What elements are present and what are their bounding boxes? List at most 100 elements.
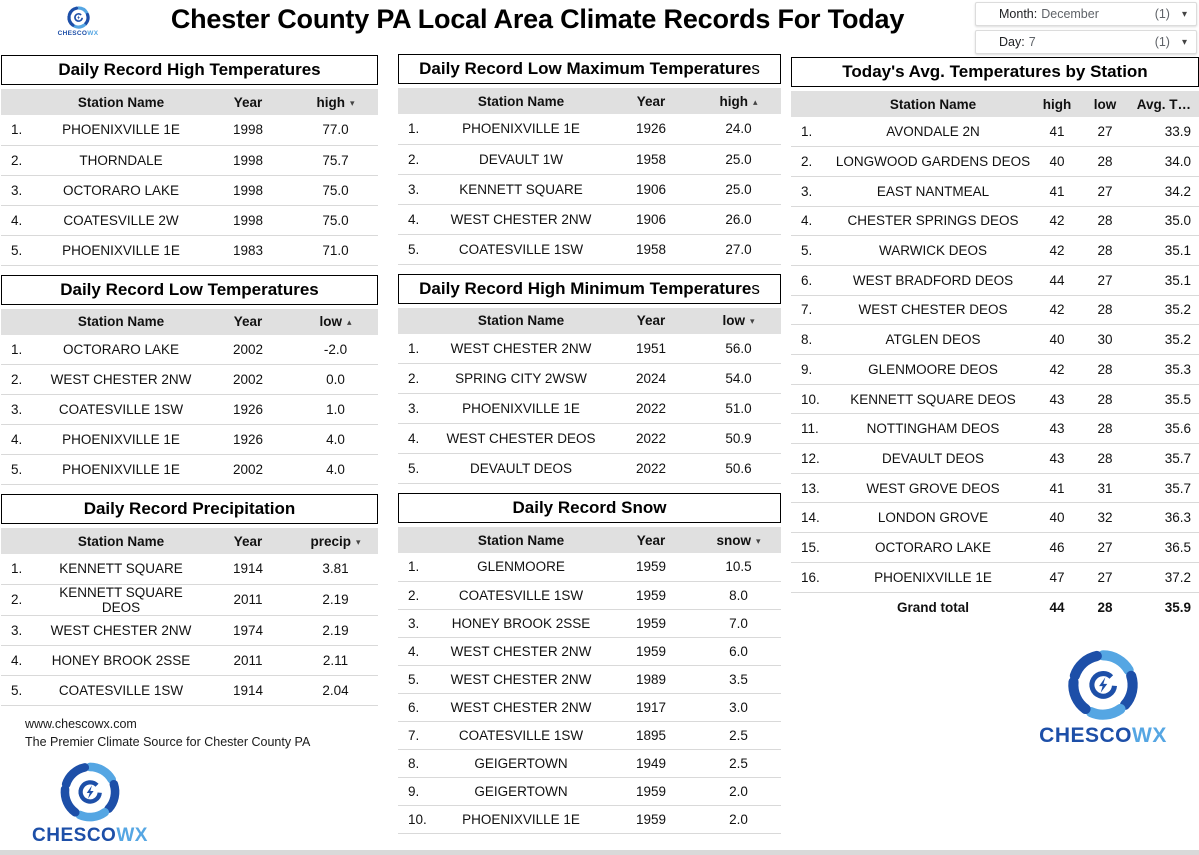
column-header-station-name[interactable]: Station Name xyxy=(39,309,203,335)
chevron-down-icon: ▾ xyxy=(1181,36,1187,48)
filter-count: (1) xyxy=(1154,35,1170,49)
cell: OCTORARO LAKE xyxy=(833,532,1033,563)
cell: LONGWOOD GARDENS DEOS xyxy=(833,146,1033,177)
row-rank: 5. xyxy=(398,453,436,484)
left-column: Daily Record High Temperatures Station N… xyxy=(1,55,378,847)
column-header-label: Station Name xyxy=(477,532,565,548)
column-header-station-name[interactable]: Station Name xyxy=(436,88,606,114)
cell: WEST BRADFORD DEOS xyxy=(833,265,1033,296)
column-header-label: Station Name xyxy=(889,96,977,112)
column-header-station-name[interactable]: Station Name xyxy=(833,91,1033,117)
column-header-station-name[interactable]: Station Name xyxy=(39,89,203,115)
record-high-minimum-temperatures-table: Station Name Year low ▾ 1. WEST CHESTER 2NW 19… xyxy=(398,307,781,484)
row-rank: 2. xyxy=(1,145,39,176)
cell: 2.19 xyxy=(293,615,378,646)
row-rank: 3. xyxy=(1,394,39,425)
column-header-year[interactable]: Year xyxy=(203,309,293,335)
cell: 35.7 xyxy=(1129,443,1199,474)
column-header-label: snow xyxy=(716,532,751,548)
column-header-label: high xyxy=(719,93,748,109)
table-row: 6. WEST CHESTER 2NW 1917 3.0 xyxy=(398,693,781,722)
column-header-station-name[interactable]: Station Name xyxy=(436,527,606,553)
sort-desc-icon: ▾ xyxy=(755,535,761,546)
cell: 1926 xyxy=(203,424,293,455)
cell: 40 xyxy=(1033,324,1081,355)
column-header-label: Year xyxy=(636,532,666,548)
cell: 2022 xyxy=(606,453,696,484)
table-row: 3. KENNETT SQUARE 1906 25.0 xyxy=(398,174,781,205)
cell: 28 xyxy=(1081,206,1129,237)
cell: 75.7 xyxy=(293,145,378,176)
cell: PHOENIXVILLE 1E xyxy=(833,562,1033,593)
cell: 41 xyxy=(1033,176,1081,207)
right-column: Today's Avg. Temperatures by Station Sta… xyxy=(791,57,1199,748)
cell: COATESVILLE 1SW xyxy=(436,234,606,265)
cell: 33.9 xyxy=(1129,117,1199,148)
cell: 1983 xyxy=(203,235,293,266)
column-header-year[interactable]: Year xyxy=(203,89,293,115)
table-row: 1. OCTORARO LAKE 2002 -2.0 xyxy=(1,334,378,365)
column-header-snow[interactable]: snow ▾ xyxy=(696,527,781,553)
record-precipitation-table: Station Name Year precip ▾ 1. KENNETT SQUARE 1… xyxy=(1,528,378,706)
column-header-station-name[interactable]: Station Name xyxy=(436,308,606,334)
cell: PHOENIXVILLE 1E xyxy=(39,454,203,485)
cell: OCTORARO LAKE xyxy=(39,334,203,365)
table-row: 3. HONEY BROOK 2SSE 1959 7.0 xyxy=(398,609,781,638)
column-header-avg-t[interactable]: Avg. T… xyxy=(1129,91,1199,117)
cell: 35.1 xyxy=(1129,265,1199,296)
column-header-low[interactable]: low xyxy=(1081,91,1129,117)
chescowx-logo-small: CHESCOWX xyxy=(52,5,104,37)
cell: 2024 xyxy=(606,363,696,394)
grand-total-cell: 44 xyxy=(1049,599,1065,615)
row-rank: 1. xyxy=(398,114,436,145)
table-row: 10. KENNETT SQUARE DEOS 43 28 35.5 xyxy=(791,384,1199,415)
cell: 1998 xyxy=(203,205,293,236)
cell: WEST CHESTER 2NW xyxy=(39,615,203,646)
cell: 35.6 xyxy=(1129,413,1199,445)
column-header-year[interactable]: Year xyxy=(606,527,696,553)
column-header-year[interactable]: Year xyxy=(606,88,696,114)
cell: 56.0 xyxy=(696,333,781,364)
cell: 31 xyxy=(1081,473,1129,504)
month-filter[interactable]: Month: December (1) ▾ xyxy=(975,2,1197,26)
cell: OCTORARO LAKE xyxy=(39,175,203,206)
column-header-year[interactable]: Year xyxy=(606,308,696,334)
cell: 1906 xyxy=(606,204,696,235)
column-header-label: low xyxy=(319,314,342,329)
logo-wordmark: CHESCOWX xyxy=(57,30,99,37)
column-header-precip[interactable]: precip ▾ xyxy=(293,528,378,554)
row-rank: 3. xyxy=(398,609,436,638)
column-header-label: Year xyxy=(233,533,263,549)
column-header-year[interactable]: Year xyxy=(203,528,293,554)
cell: 28 xyxy=(1081,354,1129,385)
row-rank: 4. xyxy=(398,204,436,235)
cell: 47 xyxy=(1033,562,1081,593)
column-header-station-name[interactable]: Station Name xyxy=(39,528,203,554)
horizontal-scrollbar[interactable] xyxy=(0,850,1199,855)
table-row: 4. WEST CHESTER 2NW 1906 26.0 xyxy=(398,204,781,235)
column-header-high[interactable]: high ▾ xyxy=(293,89,378,115)
table-row: 14. LONDON GROVE 40 32 36.3 xyxy=(791,502,1199,534)
table-row: 2. KENNETT SQUARE DEOS 2011 2.19 xyxy=(1,584,378,616)
column-header-low[interactable]: low ▴ xyxy=(293,309,378,335)
column-header-high[interactable]: high ▴ xyxy=(696,88,781,114)
row-rank: 3. xyxy=(791,176,833,207)
row-rank: 1. xyxy=(791,117,833,148)
row-rank: 14. xyxy=(791,502,833,534)
cell: 24.0 xyxy=(696,114,781,145)
cell: 10.5 xyxy=(696,553,781,582)
column-header-label: Avg. T… xyxy=(1136,96,1191,112)
hurricane-logo-icon xyxy=(57,759,123,825)
cell: 3.0 xyxy=(696,693,781,722)
column-header-high[interactable]: high xyxy=(1033,91,1081,117)
table-row: 4. CHESTER SPRINGS DEOS 42 28 35.0 xyxy=(791,206,1199,237)
cell: LONDON GROVE xyxy=(833,502,1033,534)
cell: 1.0 xyxy=(293,394,378,425)
cell: 35.7 xyxy=(1129,473,1199,504)
column-header-low[interactable]: low ▾ xyxy=(696,308,781,334)
day-filter[interactable]: Day: 7 (1) ▾ xyxy=(975,30,1197,54)
cell: KENNETT SQUARE xyxy=(436,174,606,205)
table-row: 5. COATESVILLE 1SW 1958 27.0 xyxy=(398,234,781,265)
table-row: 1. KENNETT SQUARE 1914 3.81 xyxy=(1,554,378,585)
row-rank: 4. xyxy=(1,205,39,236)
